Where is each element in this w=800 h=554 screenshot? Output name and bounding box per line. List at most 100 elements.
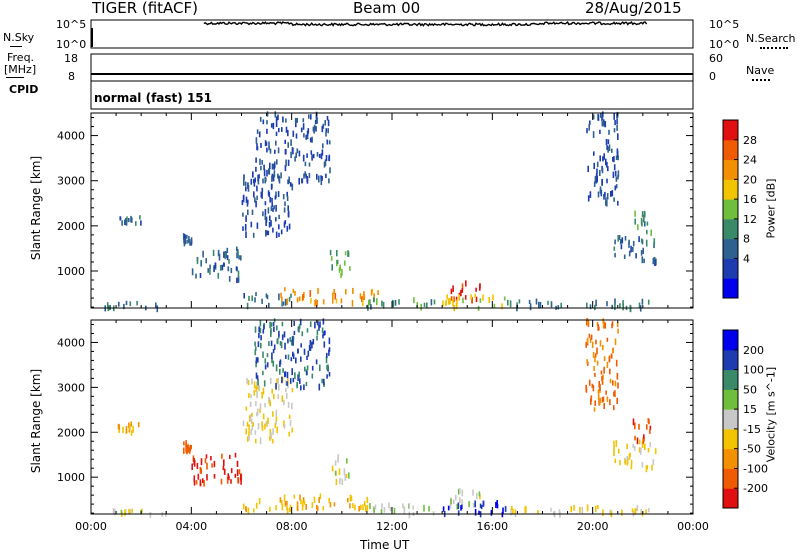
echo-mark [402, 503, 404, 509]
echo-mark [507, 299, 509, 306]
echo-mark [588, 123, 590, 131]
echo-mark [259, 158, 261, 165]
echo-mark [256, 185, 258, 192]
echo-mark [265, 293, 268, 298]
echo-mark [156, 305, 159, 313]
echo-mark [586, 302, 588, 309]
echo-mark [479, 298, 482, 303]
power-panel: 1000 2000 3000 4000 [57, 111, 694, 313]
colorbar-swatch [723, 179, 738, 200]
echo-mark [246, 421, 249, 427]
echo-mark [462, 297, 464, 304]
colorbar-swatch [723, 330, 738, 351]
echo-mark [647, 418, 650, 424]
echo-mark [230, 479, 232, 484]
echo-mark [284, 220, 287, 225]
colorbar-tick-label: -50 [743, 443, 761, 456]
cpid-label: CPID [9, 83, 39, 96]
echo-mark [310, 150, 313, 155]
echo-mark [620, 244, 623, 250]
echo-mark [450, 296, 453, 301]
echo-mark [633, 445, 636, 451]
echo-mark [611, 323, 613, 329]
echo-mark [130, 421, 133, 427]
x-tick-label: 08:00 [276, 520, 308, 533]
echo-mark [539, 302, 542, 308]
echo-mark [474, 293, 476, 298]
echo-mark [261, 192, 263, 199]
echo-mark [647, 299, 650, 305]
echo-mark [248, 393, 250, 399]
echo-mark [131, 508, 133, 513]
echo-mark [597, 324, 599, 331]
echo-mark [125, 426, 128, 433]
echo-mark [206, 474, 208, 481]
y-tick-label: 4000 [57, 130, 85, 143]
echo-mark [496, 503, 499, 509]
echo-mark [621, 237, 624, 244]
echo-mark [623, 254, 626, 260]
echo-mark [323, 341, 326, 348]
echo-mark [123, 303, 125, 310]
echo-mark [246, 199, 249, 207]
echo-mark [476, 492, 478, 500]
echo-mark [135, 221, 137, 226]
echo-mark [284, 298, 287, 306]
echo-mark [432, 511, 435, 516]
echo-mark [206, 462, 208, 470]
echo-mark [642, 438, 645, 444]
echo-mark [317, 287, 319, 295]
echo-mark [258, 131, 261, 138]
echo-mark [272, 207, 274, 212]
echo-mark [640, 509, 642, 515]
echo-mark [294, 156, 296, 162]
echo-mark [223, 251, 225, 258]
echo-mark [600, 370, 603, 375]
echo-mark [289, 378, 292, 384]
echo-mark [247, 209, 249, 216]
echo-mark [560, 302, 562, 308]
echo-mark [264, 209, 267, 215]
echo-mark [308, 114, 310, 119]
echo-mark [274, 195, 277, 200]
echo-mark [619, 459, 621, 466]
echo-mark [262, 370, 264, 376]
echo-mark [268, 145, 270, 151]
echo-mark [340, 273, 342, 279]
echo-mark [448, 298, 450, 305]
echo-mark [321, 327, 324, 334]
echo-mark [268, 141, 270, 148]
echo-mark [263, 169, 266, 177]
echo-mark [366, 498, 369, 504]
echo-mark [240, 255, 242, 261]
echo-mark [260, 143, 262, 148]
echo-mark [611, 148, 613, 153]
echo-mark [503, 296, 506, 301]
echo-mark [314, 300, 316, 307]
echo-mark [218, 253, 221, 261]
echo-mark [316, 152, 319, 157]
echo-mark [266, 120, 268, 125]
echo-mark [603, 366, 605, 374]
freq-label-line2: [MHz] [4, 63, 37, 76]
echo-mark [365, 505, 367, 512]
echo-mark [186, 234, 188, 239]
echo-mark [287, 378, 289, 385]
echo-mark [321, 176, 323, 181]
echo-mark [268, 168, 270, 174]
echo-mark [265, 421, 268, 427]
echo-mark [653, 257, 656, 264]
echo-mark [197, 473, 200, 480]
echo-mark [465, 280, 467, 287]
echo-mark [266, 362, 269, 368]
echo-mark [252, 171, 254, 178]
echo-mark [211, 463, 213, 468]
echo-mark [593, 162, 595, 170]
echo-mark [621, 509, 623, 516]
echo-mark [286, 191, 288, 197]
echo-mark [319, 321, 321, 328]
echo-mark [643, 434, 645, 439]
echo-mark [609, 378, 612, 384]
echo-mark [649, 442, 652, 448]
echo-mark [482, 500, 485, 507]
